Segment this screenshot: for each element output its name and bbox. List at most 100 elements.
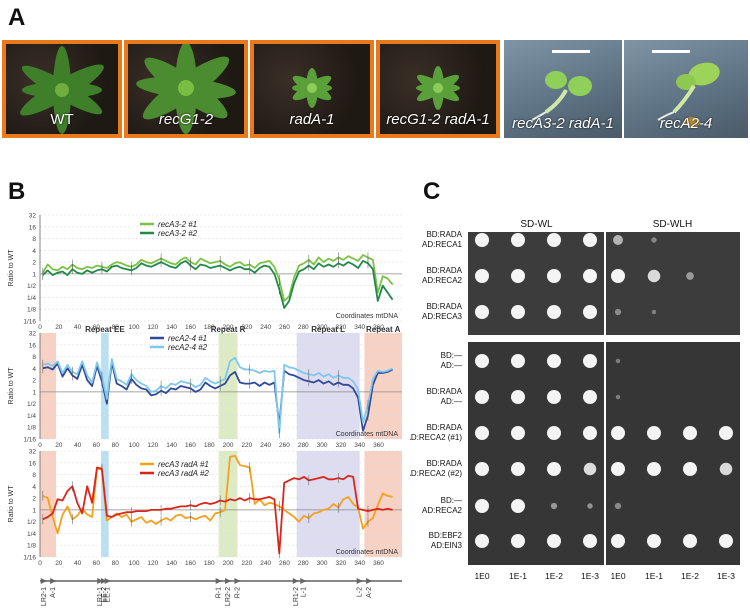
x-tick-label: 240: [260, 560, 271, 567]
repeat-region-label: Repeat A: [366, 325, 401, 334]
repeat-region: [40, 333, 56, 439]
colony-spot: [583, 269, 597, 283]
repeat-region-label: Repeat R: [211, 325, 246, 334]
y-tick-label: 4: [32, 248, 36, 255]
y-tick-label: 32: [29, 213, 37, 220]
colony-spot: [511, 305, 525, 319]
x-tick-label: 300: [317, 442, 328, 449]
genome-marker: [100, 578, 107, 584]
repeat-region-label: Repeat L: [311, 325, 345, 334]
x-tick-label: 60: [93, 324, 101, 331]
x-tick-label: 200: [223, 324, 234, 331]
dilution-label: 1E0: [474, 571, 489, 581]
genome-marker: [97, 578, 104, 584]
legend-label: recA3 radA #1: [158, 460, 209, 469]
photo-label-recg1-2-rada-1: recG1-2 radA-1: [386, 111, 490, 128]
colony-spot: [611, 462, 625, 476]
x-tick-label: 360: [373, 442, 384, 449]
x-axis-label: Coordinates mtDNA: [336, 549, 399, 556]
genome-marker-label: R-1: [216, 587, 223, 598]
legend-label: recA3-2 #2: [158, 229, 198, 238]
x-tick-label: 260: [279, 560, 290, 567]
x-tick-label: 180: [204, 324, 215, 331]
colony-spot: [683, 534, 697, 548]
x-tick-label: 160: [185, 560, 196, 567]
y-tick-label: 2: [32, 378, 36, 385]
prey-label: AD:—: [441, 361, 462, 370]
x-tick-label: 320: [335, 560, 346, 567]
x-tick-label: 120: [147, 560, 158, 567]
y-tick-label: 1/2: [27, 519, 36, 526]
x-tick-label: 140: [166, 324, 177, 331]
bait-label: BD:—: [441, 351, 462, 360]
colony-spot: [611, 534, 625, 548]
colony-spot: [683, 462, 697, 476]
repeat-region: [364, 451, 402, 557]
bait-label: BD:RADA: [426, 230, 462, 239]
repeat-region: [364, 333, 402, 439]
y-tick-label: 16: [29, 224, 37, 231]
colony-spot: [651, 237, 657, 243]
genome-marker-label: EE-2: [101, 587, 108, 603]
series-line: [42, 361, 393, 432]
x-tick-label: 340: [354, 442, 365, 449]
y-tick-label: 1/8: [27, 307, 36, 314]
dilution-label: 1E-2: [681, 571, 699, 581]
colony-spot: [547, 390, 561, 404]
x-tick-label: 260: [279, 442, 290, 449]
prey-label: AD:RECA1: [422, 240, 463, 249]
colony-spot: [651, 309, 657, 315]
colony-spot: [511, 390, 525, 404]
photo-label-wt: WT: [50, 111, 74, 128]
x-tick-label: 100: [129, 442, 140, 449]
colony-spot: [475, 534, 489, 548]
repeat-region: [296, 451, 360, 557]
colony-spot: [511, 534, 525, 548]
x-tick-label: 120: [147, 324, 158, 331]
genome-marker: [356, 578, 363, 584]
y-tick-label: 1/2: [27, 283, 36, 290]
y-tick-label: 1: [32, 507, 36, 514]
x-tick-label: 100: [129, 324, 140, 331]
colony-spot: [511, 462, 525, 476]
bait-label: BD:EBF2: [429, 531, 463, 540]
colony-spot: [647, 462, 661, 476]
prey-label: AD:RECA2 (#2): [410, 469, 462, 478]
x-tick-label: 200: [223, 442, 234, 449]
colony-spot: [719, 534, 733, 548]
y-tick-label: 4: [32, 484, 36, 491]
genome-marker-label: LR1-2: [293, 587, 300, 606]
legend-label: recA3-2 #1: [158, 220, 197, 229]
y-tick-label: 1/8: [27, 543, 36, 550]
genome-marker: [292, 578, 299, 584]
y-tick-label: 1/2: [27, 401, 36, 408]
colony-spot: [475, 305, 489, 319]
photo-recg1-2-rada-1: recG1-2 radA-1: [376, 40, 500, 138]
bait-label: BD:RADA: [426, 266, 462, 275]
photo-reca2-4: recA2-4: [624, 40, 748, 138]
colony-spot: [475, 499, 489, 513]
y-tick-label: 1/4: [27, 531, 36, 538]
x-tick-label: 160: [185, 442, 196, 449]
dilution-label: 1E-1: [509, 571, 527, 581]
prey-label: AD:RECA3: [422, 312, 463, 321]
colony-spot: [511, 269, 525, 283]
y-tick-label: 32: [29, 449, 37, 456]
colony-spot: [547, 233, 561, 247]
x-tick-label: 60: [93, 442, 101, 449]
colony-spot: [511, 499, 525, 513]
colony-spot: [475, 354, 489, 368]
y-tick-label: 1: [32, 271, 36, 278]
bait-label: BD:RADA: [426, 302, 462, 311]
bait-label: BD:RADA: [426, 387, 462, 396]
scale-bar: [652, 50, 690, 53]
prey-label: AD:EIN3: [431, 541, 463, 550]
x-tick-label: 180: [204, 442, 215, 449]
dilution-label: 1E-3: [717, 571, 735, 581]
x-tick-label: 220: [241, 560, 252, 567]
panel-a-letter: A: [8, 4, 26, 31]
colony-spot: [475, 426, 489, 440]
photo-label-rada-1: radA-1: [289, 111, 335, 128]
dilution-label: 1E-3: [581, 571, 599, 581]
x-tick-label: 220: [241, 442, 252, 449]
